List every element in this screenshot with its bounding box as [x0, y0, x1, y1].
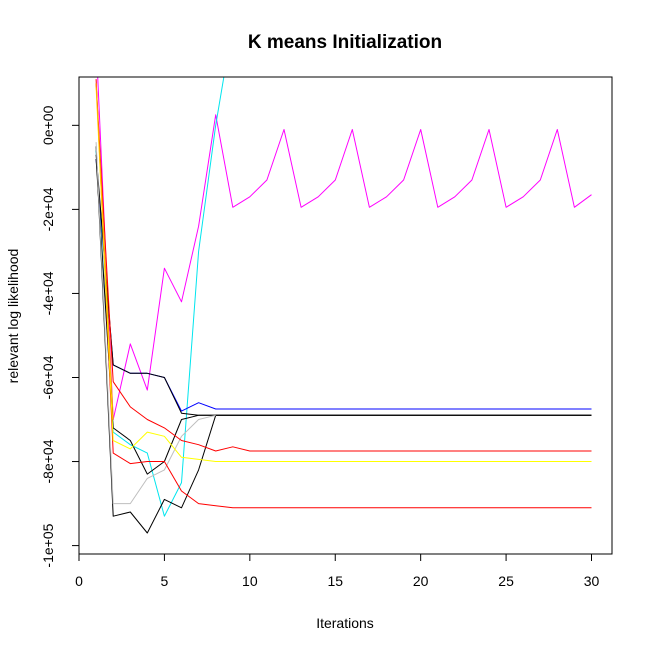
x-axis: 0 5 10 15 20 25 30	[75, 553, 600, 589]
y-tick-label: -8e+04	[40, 439, 56, 483]
series-line-2	[95, 77, 225, 517]
y-tick-label: -4e+04	[40, 271, 56, 315]
y-axis: 0e+00 -2e+04 -4e+04 -6e+04 -8e+04 -1e+05	[40, 105, 80, 568]
series-line-3	[95, 158, 592, 412]
series-line-10	[95, 87, 592, 462]
y-tick-label: -6e+04	[40, 355, 56, 399]
series-line-7	[95, 142, 216, 505]
y-tick-label: -1e+05	[40, 523, 56, 567]
x-tick-label: 30	[584, 573, 600, 589]
series-line-9	[95, 79, 592, 509]
x-tick-label: 25	[498, 573, 514, 589]
series-line-8	[95, 83, 592, 452]
y-tick-label: 0e+00	[40, 105, 56, 145]
y-tick-label: -2e+04	[40, 187, 56, 231]
x-axis-label: Iterations	[316, 615, 374, 631]
x-tick-label: 5	[161, 573, 169, 589]
series-line-11	[95, 83, 114, 420]
x-tick-label: 15	[327, 573, 343, 589]
x-tick-label: 20	[413, 573, 429, 589]
series-layer	[95, 77, 592, 534]
x-tick-label: 10	[242, 573, 258, 589]
series-line-1	[97, 77, 592, 420]
y-axis-label: relevant log likelihood	[5, 249, 21, 384]
x-tick-label: 0	[75, 573, 83, 589]
chart-title: K means Initialization	[248, 32, 442, 53]
series-line-6	[95, 158, 592, 475]
